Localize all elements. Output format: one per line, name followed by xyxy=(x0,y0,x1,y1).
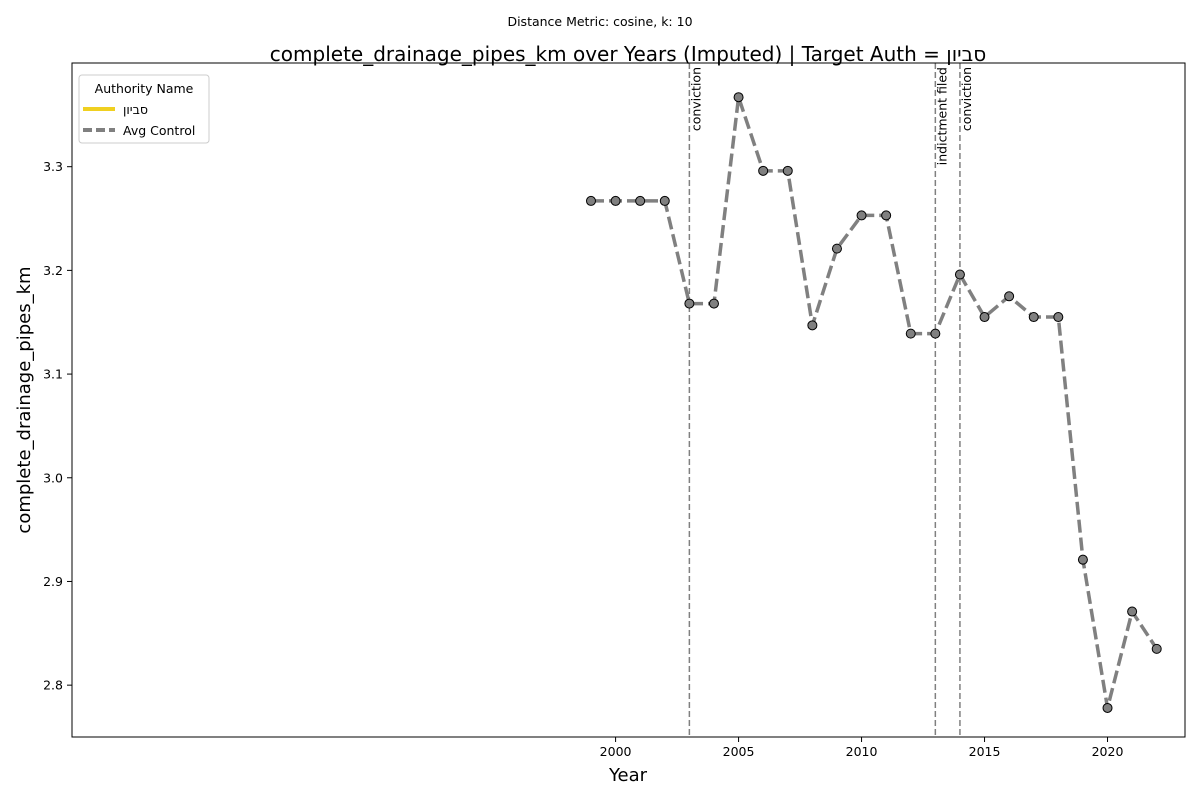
x-axis: 2000 2005 2010 2015 2020 xyxy=(600,737,1124,759)
chart-suptitle: Distance Metric: cosine, k: 10 xyxy=(507,14,692,29)
data-point xyxy=(1151,643,1162,654)
legend: Authority Name סביון Avg Control xyxy=(78,74,210,144)
data-point xyxy=(930,328,941,339)
y-axis-title: complete_drainage_pipes_km xyxy=(14,266,35,533)
event-label: indictment filed xyxy=(934,67,949,165)
x-tick-label: 2000 xyxy=(600,744,632,759)
data-point xyxy=(905,328,916,339)
data-point xyxy=(1102,702,1113,713)
event-label: conviction xyxy=(688,67,703,131)
event-label: conviction xyxy=(959,67,974,131)
data-point xyxy=(831,243,842,254)
x-tick-label: 2010 xyxy=(846,744,878,759)
y-axis: 2.8 2.9 3.0 3.1 3.2 3.3 xyxy=(43,159,72,693)
series-line-avg-control xyxy=(590,95,1159,710)
data-point xyxy=(708,298,719,309)
y-tick-label: 3.0 xyxy=(43,470,63,485)
data-point xyxy=(979,312,990,323)
data-point xyxy=(856,210,867,221)
y-tick-label: 2.8 xyxy=(43,678,63,693)
y-tick-label: 3.1 xyxy=(43,367,63,382)
data-point xyxy=(1077,554,1088,565)
chart-title: complete_drainage_pipes_km over Years (I… xyxy=(270,42,986,66)
plot-area: conviction indictment filed conviction xyxy=(585,63,1162,737)
data-point xyxy=(684,298,695,309)
y-tick-label: 2.9 xyxy=(43,574,63,589)
plot-frame xyxy=(71,62,1186,738)
data-point xyxy=(1053,312,1064,323)
x-tick-label: 2015 xyxy=(969,744,1001,759)
x-axis-title: Year xyxy=(608,765,648,786)
data-point xyxy=(782,165,793,176)
data-point xyxy=(659,195,670,206)
data-point xyxy=(585,195,596,206)
data-point xyxy=(1004,291,1015,302)
legend-label-avg-control: Avg Control xyxy=(123,123,195,138)
y-tick-label: 3.3 xyxy=(43,159,63,174)
data-point xyxy=(954,269,965,280)
data-point xyxy=(807,320,818,331)
data-point xyxy=(635,195,646,206)
x-tick-label: 2005 xyxy=(723,744,755,759)
data-point xyxy=(1127,606,1138,617)
data-point xyxy=(1028,312,1039,323)
data-point xyxy=(881,210,892,221)
legend-label-target: סביון xyxy=(123,102,148,117)
y-tick-label: 3.2 xyxy=(43,263,63,278)
data-point xyxy=(733,92,744,103)
data-point xyxy=(610,195,621,206)
legend-title: Authority Name xyxy=(95,81,194,96)
x-tick-label: 2020 xyxy=(1092,744,1124,759)
legend-box xyxy=(78,74,210,144)
data-point xyxy=(758,165,769,176)
